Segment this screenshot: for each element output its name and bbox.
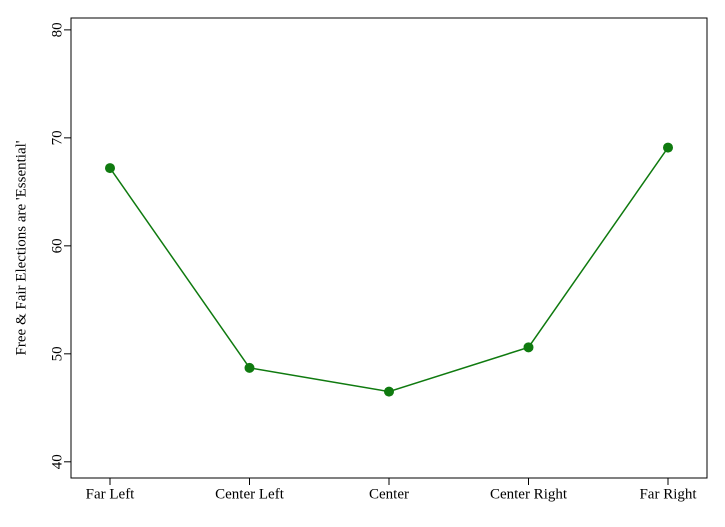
y-tick-label: 70 <box>49 130 65 145</box>
y-axis-label: Free & Fair Elections are 'Essential' <box>13 140 29 355</box>
point <box>105 163 115 174</box>
x-tick-label: Center Left <box>215 486 285 502</box>
y-tick-label: 50 <box>49 346 65 361</box>
x-tick-label: Far Left <box>86 486 136 502</box>
x-tick-label: Far Right <box>639 486 697 502</box>
series-line <box>109 147 669 393</box>
x-tick-label: Center <box>369 486 409 502</box>
point <box>523 342 534 353</box>
x-tick-label: Center Right <box>490 486 568 502</box>
point <box>384 386 394 397</box>
point <box>663 142 673 153</box>
point <box>244 362 255 373</box>
y-tick-label: 40 <box>49 454 65 469</box>
y-tick-label: 60 <box>49 238 65 253</box>
y-tick-label: 80 <box>49 22 65 37</box>
